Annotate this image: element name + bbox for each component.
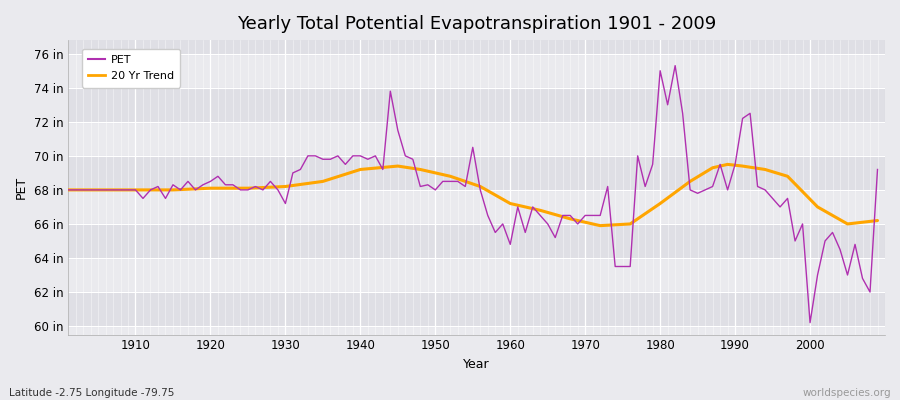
- Y-axis label: PET: PET: [15, 176, 28, 199]
- Title: Yearly Total Potential Evapotranspiration 1901 - 2009: Yearly Total Potential Evapotranspiratio…: [237, 15, 716, 33]
- Legend: PET, 20 Yr Trend: PET, 20 Yr Trend: [82, 49, 180, 88]
- Text: worldspecies.org: worldspecies.org: [803, 388, 891, 398]
- Text: Latitude -2.75 Longitude -79.75: Latitude -2.75 Longitude -79.75: [9, 388, 175, 398]
- Bar: [68, 88, 885, 122]
- Bar: [68, 224, 885, 258]
- Bar: [68, 292, 885, 326]
- X-axis label: Year: Year: [464, 358, 490, 371]
- Bar: [68, 156, 885, 190]
- Bar: [68, 20, 885, 54]
